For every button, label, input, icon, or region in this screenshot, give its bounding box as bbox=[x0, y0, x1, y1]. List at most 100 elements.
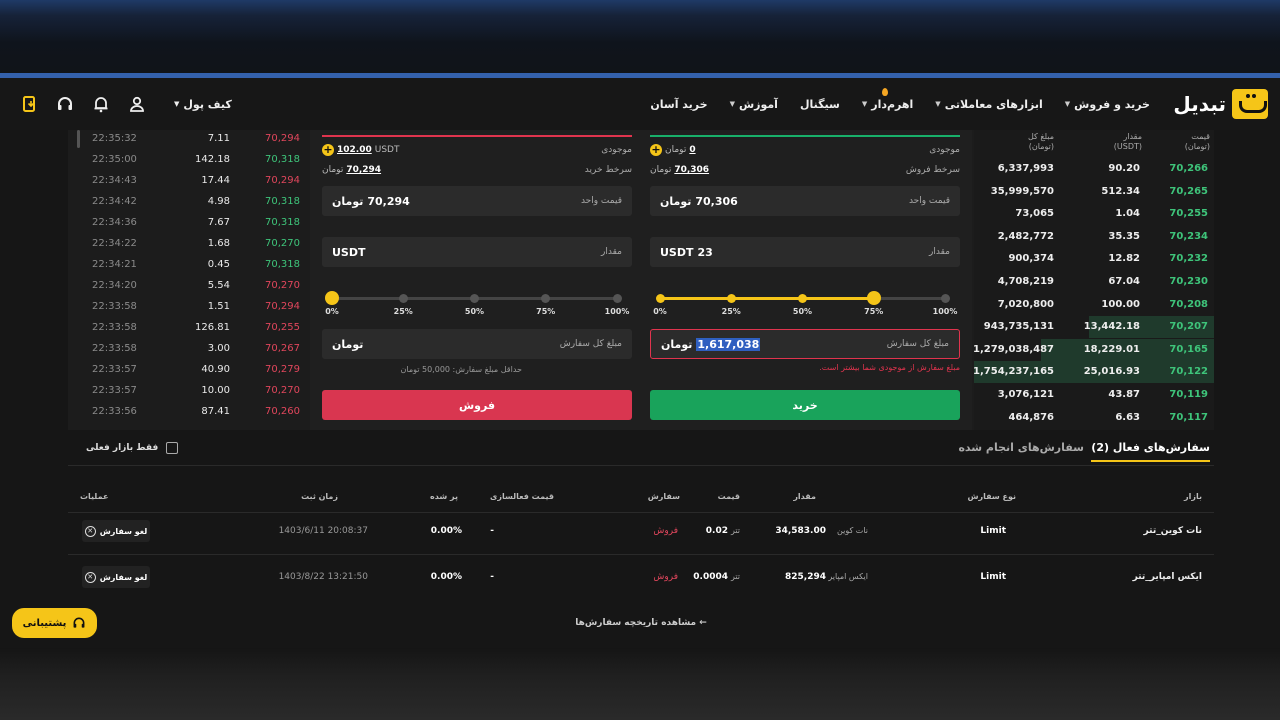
trade-amount: 40.90 bbox=[201, 364, 230, 375]
buy-balance-value[interactable]: 0 bbox=[689, 145, 696, 155]
add-funds-icon[interactable]: + bbox=[650, 143, 662, 156]
checkbox[interactable] bbox=[166, 442, 179, 454]
slider-step[interactable] bbox=[655, 294, 665, 303]
slider-step[interactable] bbox=[541, 294, 551, 303]
slider-step[interactable] bbox=[798, 294, 807, 303]
sell-balance-row: موجودی +102.00 USDT bbox=[322, 143, 632, 156]
col-total-header: مبلغ کل (تومان) bbox=[1027, 132, 1054, 151]
buy-button[interactable]: خرید bbox=[650, 390, 960, 420]
slider-step[interactable] bbox=[470, 294, 479, 303]
sell-amount-field[interactable]: مقدار USDT bbox=[322, 237, 632, 267]
slider-step[interactable] bbox=[398, 294, 408, 303]
book-amount: 35.35 bbox=[1108, 230, 1140, 242]
book-row[interactable]: 70,119 43.87 3,076,121 bbox=[974, 384, 1214, 406]
book-total: 1,279,038,487 bbox=[973, 343, 1054, 355]
book-row[interactable]: 70,234 35.35 2,482,772 bbox=[974, 226, 1214, 248]
bell-icon[interactable] bbox=[92, 95, 110, 113]
order-price: 0.02 bbox=[705, 526, 728, 536]
order-forms: موجودی + تومان 0 سرخط فروش تومان 70,306 قیم… bbox=[310, 130, 972, 434]
scrollbar[interactable] bbox=[77, 130, 80, 148]
buy-amount-field[interactable]: مقدار USDT 23 bbox=[650, 237, 960, 267]
trade-price: 70,318 bbox=[265, 259, 300, 270]
slider-tick-label: 50% bbox=[464, 307, 485, 316]
logo[interactable]: تبدیل bbox=[1173, 89, 1268, 119]
nav-leverage[interactable]: اهرم‌دار ▼ bbox=[862, 87, 913, 111]
sell-total-field[interactable]: مبلغ کل سفارش تومان bbox=[322, 329, 632, 359]
book-row[interactable]: 70,230 67.04 4,708,219 bbox=[974, 271, 1214, 293]
sell-button[interactable]: فروش bbox=[322, 390, 632, 420]
book-total: 6,337,993 bbox=[997, 163, 1054, 174]
book-row[interactable]: 70,265 512.34 35,999,570 bbox=[974, 181, 1214, 203]
buy-unit-price-field[interactable]: قیمت واحد تومان 70,306 bbox=[650, 186, 960, 216]
trade-time: 22:33:58 bbox=[92, 301, 137, 312]
nav-signal[interactable]: سیگنال bbox=[799, 97, 840, 111]
book-total: 1,754,237,165 bbox=[973, 366, 1054, 378]
book-amount: 13,442.18 bbox=[1083, 321, 1140, 333]
nav-education[interactable]: آموزش ▼ bbox=[729, 97, 778, 111]
slider-knob[interactable] bbox=[866, 291, 881, 305]
trade-price: 70,318 bbox=[265, 154, 300, 165]
nav-trading-tools[interactable]: ابزارهای معاملاتی ▼ bbox=[935, 97, 1043, 111]
sell-form: موجودی +102.00 USDT سرخط خرید تومان 70,294… bbox=[322, 130, 632, 434]
trade-row: 22:33:56 87.41 70,260 bbox=[68, 406, 310, 427]
col-market: بازار bbox=[1184, 492, 1202, 501]
order-market: نات کوین_تتر bbox=[1143, 526, 1202, 536]
trade-amount: 87.41 bbox=[201, 406, 230, 417]
book-price: 70,230 bbox=[1169, 276, 1208, 287]
nav-trade[interactable]: خرید و فروش ▼ bbox=[1064, 97, 1150, 111]
book-row[interactable]: 70,122 25,016.93 1,754,237,165 bbox=[973, 361, 1214, 384]
best-bid-value[interactable]: 70,294 bbox=[346, 165, 382, 175]
close-icon: ✕ bbox=[84, 571, 96, 583]
sell-percent-slider[interactable]: 0% 25% 50% 75% 100% bbox=[322, 287, 632, 317]
col-filled: پر شده bbox=[430, 492, 458, 501]
cancel-order-button[interactable]: لغو سفارش ✕ bbox=[82, 520, 150, 542]
book-row[interactable]: 70,232 12.82 900,374 bbox=[974, 248, 1214, 270]
book-row[interactable]: 70,117 6.63 464,876 bbox=[974, 407, 1214, 429]
tab-completed-orders[interactable]: سفارش‌های انجام شده bbox=[958, 441, 1084, 454]
buy-total-field[interactable]: مبلغ کل سفارش تومان 1,617,038 bbox=[650, 329, 960, 359]
book-row[interactable]: 70,165 18,229.01 1,279,038,487 bbox=[973, 338, 1214, 361]
header-tools: ▼ کیف پول bbox=[20, 78, 232, 130]
trade-amount: 1.68 bbox=[207, 238, 230, 249]
tab-active-orders[interactable]: سفارش‌های فعال (2) bbox=[1091, 441, 1210, 462]
best-ask-value[interactable]: 70,306 bbox=[674, 165, 710, 175]
col-price-header: قیمت (تومان) bbox=[1184, 132, 1210, 151]
book-price: 70,232 bbox=[1169, 253, 1208, 265]
slider-knob[interactable] bbox=[325, 291, 339, 305]
slider-step[interactable] bbox=[940, 294, 950, 303]
trade-time: 22:34:36 bbox=[92, 217, 137, 228]
user-icon[interactable] bbox=[128, 95, 146, 113]
sell-unit-price-field[interactable]: قیمت واحد تومان 70,294 bbox=[322, 186, 632, 216]
book-row[interactable]: 70,207 13,442.18 943,735,131 bbox=[974, 316, 1214, 339]
book-row[interactable]: 70,266 90.20 6,337,993 bbox=[974, 158, 1214, 180]
trade-row: 22:33:58 3.00 70,267 bbox=[68, 343, 310, 364]
buy-percent-slider[interactable]: 0% 25% 50% 75% 100% bbox=[650, 287, 960, 317]
trade-price: 70,270 bbox=[265, 385, 300, 396]
slider-step[interactable] bbox=[726, 294, 736, 303]
headset-icon[interactable] bbox=[56, 95, 74, 113]
only-current-market[interactable]: فقط بازار فعلی bbox=[86, 442, 179, 454]
book-row[interactable]: 70,208 100.00 7,020,800 bbox=[974, 294, 1214, 316]
chevron-down-icon: ▼ bbox=[935, 100, 941, 108]
trade-time: 22:34:21 bbox=[92, 259, 137, 270]
wallet-menu[interactable]: ▼ کیف پول bbox=[174, 97, 232, 111]
trade-row: 22:34:21 0.45 70,318 bbox=[68, 259, 310, 280]
book-amount: 6.63 bbox=[1115, 411, 1140, 423]
book-row[interactable]: 70,255 1.04 73,065 bbox=[974, 203, 1214, 225]
trade-amount: 142.18 bbox=[195, 154, 230, 165]
trade-amount: 5.54 bbox=[207, 280, 230, 291]
trade-amount: 3.00 bbox=[207, 343, 230, 354]
sell-balance-value[interactable]: 102.00 bbox=[337, 145, 372, 155]
add-funds-icon[interactable]: + bbox=[322, 143, 334, 156]
order-history-link[interactable]: مشاهده تاریخچه سفارش‌ها ← bbox=[575, 618, 707, 628]
depth-bar bbox=[1089, 316, 1214, 339]
order-filled: 0.00% bbox=[430, 572, 462, 582]
nav-easy-buy[interactable]: خرید آسان bbox=[650, 97, 708, 111]
support-button[interactable]: پشتیبانی bbox=[12, 608, 97, 638]
slider-step[interactable] bbox=[612, 294, 622, 303]
cancel-order-button[interactable]: لغو سفارش ✕ bbox=[82, 566, 150, 588]
trade-time: 22:34:22 bbox=[92, 238, 137, 249]
phone-download-icon[interactable] bbox=[20, 95, 38, 113]
trade-row: 22:33:57 40.90 70,279 bbox=[68, 364, 310, 385]
book-price: 70,234 bbox=[1169, 230, 1208, 242]
